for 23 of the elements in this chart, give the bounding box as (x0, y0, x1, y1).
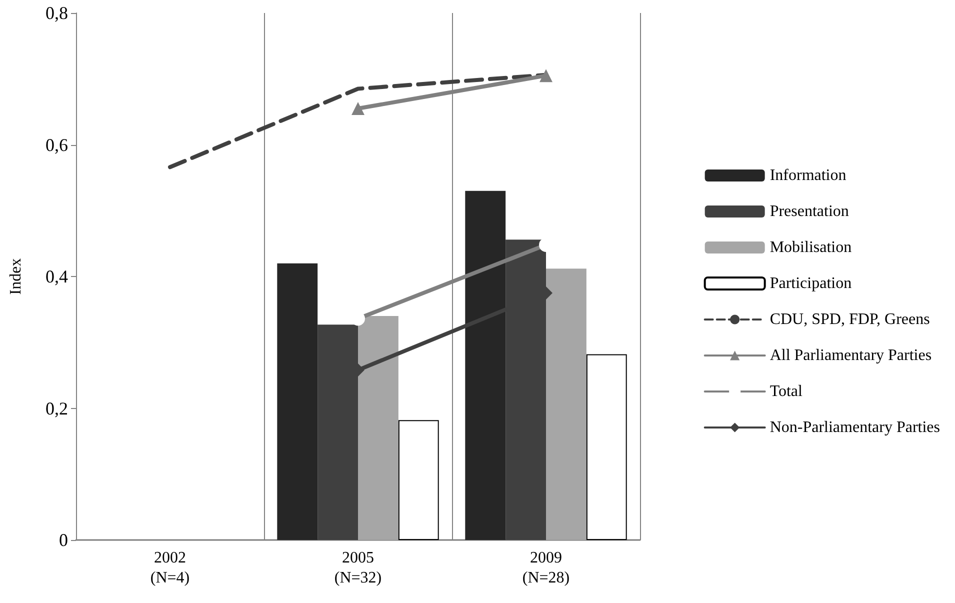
x-tick-label: 2002 (N=4) (150, 550, 190, 586)
x-tick-label: 2009 (N=28) (522, 550, 570, 586)
y-axis-title: Index (8, 258, 24, 295)
y-tick-label: 0,6 (46, 134, 68, 155)
legend-label: Presentation (770, 203, 849, 220)
legend-label: Mobilisation (770, 239, 852, 256)
legend-label: Total (770, 383, 804, 400)
bar (277, 263, 318, 540)
y-tick-label: 0,4 (46, 266, 68, 286)
legend-label: All Parliamentary Parties (770, 347, 932, 364)
bar (358, 316, 398, 540)
bar (546, 268, 586, 540)
bar (398, 420, 439, 540)
y-tick-label: 0 (59, 530, 68, 550)
bar (586, 354, 627, 540)
legend-label: Information (770, 167, 846, 184)
y-tick-label: 0,8 (46, 3, 68, 23)
legend-label: Non-Parliamentary Parties (770, 419, 940, 436)
legend-label: CDU, SPD, FDP, Greens (770, 311, 930, 328)
x-tick-label: 2005 (N=32) (334, 550, 382, 586)
bar (465, 190, 506, 540)
y-tick-label: 0,2 (46, 398, 68, 418)
legend-label: Participation (770, 275, 852, 292)
